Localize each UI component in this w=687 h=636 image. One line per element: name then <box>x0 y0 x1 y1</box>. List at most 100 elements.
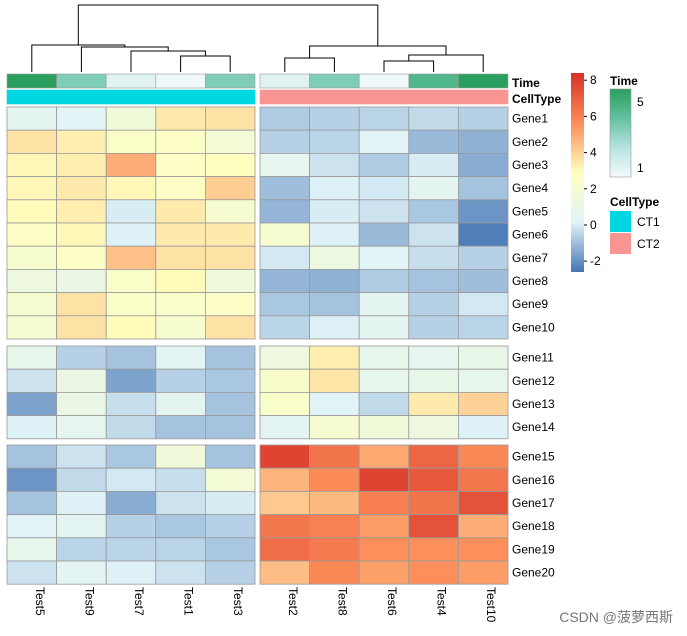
heatmap-cell-Gene9-Test7 <box>105 292 157 317</box>
heatmap-cell-Gene20-Test3 <box>204 560 256 585</box>
heatmap-cell-Gene14-Test1 <box>155 415 206 440</box>
heatmap-cell-Gene14-Test9 <box>56 415 107 440</box>
dendro-branch-test6-test4 <box>383 60 435 72</box>
heatmap-cell-Gene14-Test3 <box>204 415 256 440</box>
heatmap-cell-Gene13-Test6 <box>358 391 410 416</box>
heatmap-cell-Gene20-Test8 <box>309 560 360 585</box>
row-label-Gene5: Gene5 <box>512 204 548 218</box>
heatmap-cell-Gene19-Test10 <box>457 537 509 562</box>
heatmap-cell-Gene10-Test9 <box>56 315 107 340</box>
heatmap-cell-Gene8-Test3 <box>204 268 256 293</box>
heatmap-cell-Gene10-Test1 <box>155 315 206 340</box>
heatmap-cell-Gene13-Test2 <box>259 391 310 416</box>
row-label-Gene10: Gene10 <box>512 320 555 334</box>
heatmap-cell-Gene6-Test7 <box>105 222 157 247</box>
heatmap-cell-Gene2-Test2 <box>259 129 310 154</box>
heatmap-cell-Gene13-Test9 <box>56 391 107 416</box>
celltype-annotation-Test5 <box>6 89 57 105</box>
heatmap-cell-Gene6-Test6 <box>358 222 410 247</box>
row-label-Gene14: Gene14 <box>512 420 555 434</box>
heatmap-cell-Gene8-Test9 <box>56 268 107 293</box>
column-label-Test5: Test5 <box>33 587 47 616</box>
heatmap-cell-Gene9-Test3 <box>204 292 256 317</box>
heatmap-cell-Gene8-Test1 <box>155 268 206 293</box>
heatmap-cell-Gene5-Test8 <box>309 199 360 224</box>
heatmap-cell-Gene4-Test5 <box>6 176 57 201</box>
heatmap-cell-Gene10-Test3 <box>204 315 256 340</box>
row-labels: Gene1 Gene2 Gene3 Gene4 Gene5 Gene6 Gene7 Gene8… <box>512 112 555 580</box>
heatmap-cell-Gene16-Test10 <box>457 467 509 492</box>
celltype-annotation-Test3 <box>205 89 256 105</box>
heatmap-cell-Gene8-Test5 <box>6 268 57 293</box>
heatmap-cell-Gene9-Test6 <box>358 292 410 317</box>
heatmap-cell-Gene7-Test2 <box>259 245 310 270</box>
heatmap-cell-Gene8-Test7 <box>105 268 157 293</box>
time-legend-min-label: 1 <box>637 161 644 175</box>
celltype-annotation-Test8 <box>309 89 360 105</box>
heatmap-cell-Gene9-Test2 <box>259 292 310 317</box>
heatmap-cell-Gene3-Test5 <box>6 152 57 177</box>
heatmap-cell-Gene4-Test2 <box>259 176 310 201</box>
row-label-Gene4: Gene4 <box>512 181 548 195</box>
heatmap-cell-Gene6-Test8 <box>309 222 360 247</box>
heatmap-cell-Gene18-Test7 <box>105 514 157 539</box>
time-annotation-Test3 <box>205 73 256 89</box>
row-label-Gene3: Gene3 <box>512 158 548 172</box>
heatmap-cell-Gene12-Test2 <box>259 368 310 393</box>
celltype-annotation-Test10 <box>458 89 509 105</box>
heatmap-cell-Gene7-Test9 <box>56 245 107 270</box>
heatmap-cell-Gene2-Test3 <box>204 129 256 154</box>
heatmap-cell-Gene6-Test5 <box>6 222 57 247</box>
heatmap-cell-Gene9-Test4 <box>408 292 459 317</box>
heatmap-cell-Gene17-Test8 <box>309 490 360 515</box>
column-label-Test3: Test3 <box>231 587 245 616</box>
heatmap-cell-Gene5-Test6 <box>358 199 410 224</box>
row-label-Gene8: Gene8 <box>512 274 548 288</box>
dendro-branch-test1-test3 <box>180 55 231 72</box>
heatmap-cell-Gene15-Test2 <box>259 444 310 469</box>
heatmap-cells <box>6 106 509 585</box>
time-annotation-Test5 <box>6 73 57 89</box>
heatmap-cell-Gene5-Test9 <box>56 199 107 224</box>
heatmap-cell-Gene17-Test7 <box>105 490 157 515</box>
heatmap-cell-Gene10-Test10 <box>457 315 509 340</box>
heatmap-cell-Gene4-Test9 <box>56 176 107 201</box>
heatmap-cell-Gene18-Test10 <box>457 514 509 539</box>
watermark: CSDN @菠萝西斯 <box>559 609 673 625</box>
column-label-Test1: Test1 <box>182 587 196 616</box>
heatmap-cell-Gene12-Test3 <box>204 368 256 393</box>
column-label-Test2: Test2 <box>286 587 300 616</box>
heatmap-cell-Gene12-Test4 <box>408 368 459 393</box>
heatmap-cell-Gene18-Test1 <box>155 514 206 539</box>
heatmap-cell-Gene9-Test1 <box>155 292 206 317</box>
heatmap-cell-Gene16-Test8 <box>309 467 360 492</box>
row-label-Gene12: Gene12 <box>512 374 555 388</box>
heatmap-cell-Gene2-Test5 <box>6 129 57 154</box>
row-label-Gene16: Gene16 <box>512 473 555 487</box>
heatmap-cell-Gene14-Test7 <box>105 415 157 440</box>
scale-tick-label-4: 4 <box>590 146 597 160</box>
heatmap-cell-Gene14-Test10 <box>457 415 509 440</box>
heatmap-cell-Gene17-Test1 <box>155 490 206 515</box>
heatmap-cell-Gene15-Test5 <box>6 444 57 469</box>
scale-tick-label-0: 0 <box>590 218 597 232</box>
column-label-Test7: Test7 <box>132 587 146 616</box>
row-label-Gene15: Gene15 <box>512 450 555 464</box>
color-scale-legend: 8 6 4 2 0 -2 <box>571 73 601 272</box>
heatmap-cell-Gene20-Test5 <box>6 560 57 585</box>
heatmap-cell-Gene8-Test2 <box>259 268 310 293</box>
heatmap-cell-Gene15-Test1 <box>155 444 206 469</box>
heatmap-cell-Gene17-Test3 <box>204 490 256 515</box>
heatmap-cell-Gene9-Test9 <box>56 292 107 317</box>
time-legend-max-label: 5 <box>637 95 644 109</box>
celltype-legend-title: CellType <box>610 195 659 209</box>
scale-tick-label-8: 8 <box>590 73 597 87</box>
row-label-Gene6: Gene6 <box>512 228 548 242</box>
heatmap-cell-Gene19-Test9 <box>56 537 107 562</box>
heatmap-cell-Gene6-Test4 <box>408 222 459 247</box>
heatmap-cell-Gene12-Test5 <box>6 368 57 393</box>
column-dendrogram <box>31 4 484 72</box>
heatmap-cell-Gene2-Test10 <box>457 129 509 154</box>
heatmap-cell-Gene10-Test8 <box>309 315 360 340</box>
heatmap-cell-Gene3-Test10 <box>457 152 509 177</box>
